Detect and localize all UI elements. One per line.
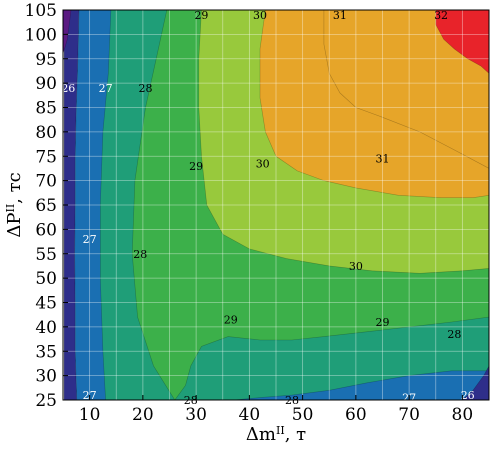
contour-region-6 [323, 10, 489, 169]
contour-label-3: 32 [434, 9, 448, 22]
contour-label-2: 31 [333, 9, 347, 22]
contour-label-1: 30 [253, 9, 267, 22]
y-tick-label-13: 90 [35, 74, 57, 94]
y-axis-title-main: ΔP [4, 213, 25, 238]
contour-label-9: 31 [376, 153, 390, 166]
y-axis-title-unit: , тс [4, 172, 25, 203]
y-tick-label-10: 75 [35, 147, 57, 167]
y-tick-label-2: 35 [35, 342, 57, 362]
y-axis-title-sup: II [4, 204, 17, 213]
axis-ticks: 10 20 30 40 50 60 70 80 25 30 35 40 45 50 55 60 65 70 75 80… [25, 1, 474, 425]
contour-label-7: 29 [189, 160, 203, 173]
y-tick-label-16: 105 [25, 1, 57, 21]
y-tick-label-15: 100 [25, 25, 57, 45]
x-tick-label-6: 70 [398, 405, 420, 425]
y-tick-label-3: 40 [35, 318, 57, 338]
y-tick-label-9: 70 [35, 172, 57, 192]
x-tick-label-2: 30 [185, 405, 207, 425]
axis-titles: ΔmII, т ΔPII, тс [4, 172, 307, 445]
y-tick-label-4: 45 [35, 294, 57, 314]
contour-label-4: 26 [61, 82, 75, 95]
x-tick-label-1: 20 [132, 405, 154, 425]
contour-fills [63, 10, 489, 400]
x-tick-label-5: 60 [345, 405, 367, 425]
x-axis-title-unit: , т [285, 424, 306, 445]
x-axis-title-main: Δm [246, 424, 276, 445]
contour-label-12: 30 [349, 260, 363, 273]
x-axis-title: ΔmII, т [246, 424, 306, 446]
y-tick-label-7: 60 [35, 220, 57, 240]
contour-region-7 [435, 10, 489, 74]
contour-label-6: 28 [139, 82, 153, 95]
y-tick-label-11: 80 [35, 123, 57, 143]
contour-label-10: 27 [83, 233, 97, 246]
y-axis-title: ΔPII, тс [4, 172, 26, 237]
contour-label-14: 29 [376, 316, 390, 329]
y-tick-label-1: 30 [35, 367, 57, 387]
contour-label-8: 30 [256, 158, 270, 171]
contour-region-8 [63, 10, 72, 54]
y-tick-label-6: 55 [35, 245, 57, 265]
x-tick-label-3: 40 [239, 405, 261, 425]
x-tick-label-4: 50 [292, 405, 314, 425]
x-axis-title-sup: II [276, 424, 285, 437]
contour-region-9 [461, 365, 489, 400]
y-tick-label-14: 95 [35, 50, 57, 70]
x-tick-label-7: 80 [452, 405, 474, 425]
x-tick-label-0: 10 [79, 405, 101, 425]
contour-label-11: 28 [133, 248, 147, 261]
contour-label-0: 29 [194, 9, 208, 22]
y-tick-label-5: 50 [35, 269, 57, 289]
y-tick-label-8: 65 [35, 196, 57, 216]
contour-label-20: 26 [461, 389, 475, 402]
y-tick-label-12: 85 [35, 99, 57, 119]
contour-label-5: 27 [99, 82, 113, 95]
contour-label-15: 28 [447, 328, 461, 341]
contour-label-13: 29 [224, 314, 238, 327]
grid-lines [63, 10, 489, 400]
y-tick-label-0: 25 [35, 391, 57, 411]
